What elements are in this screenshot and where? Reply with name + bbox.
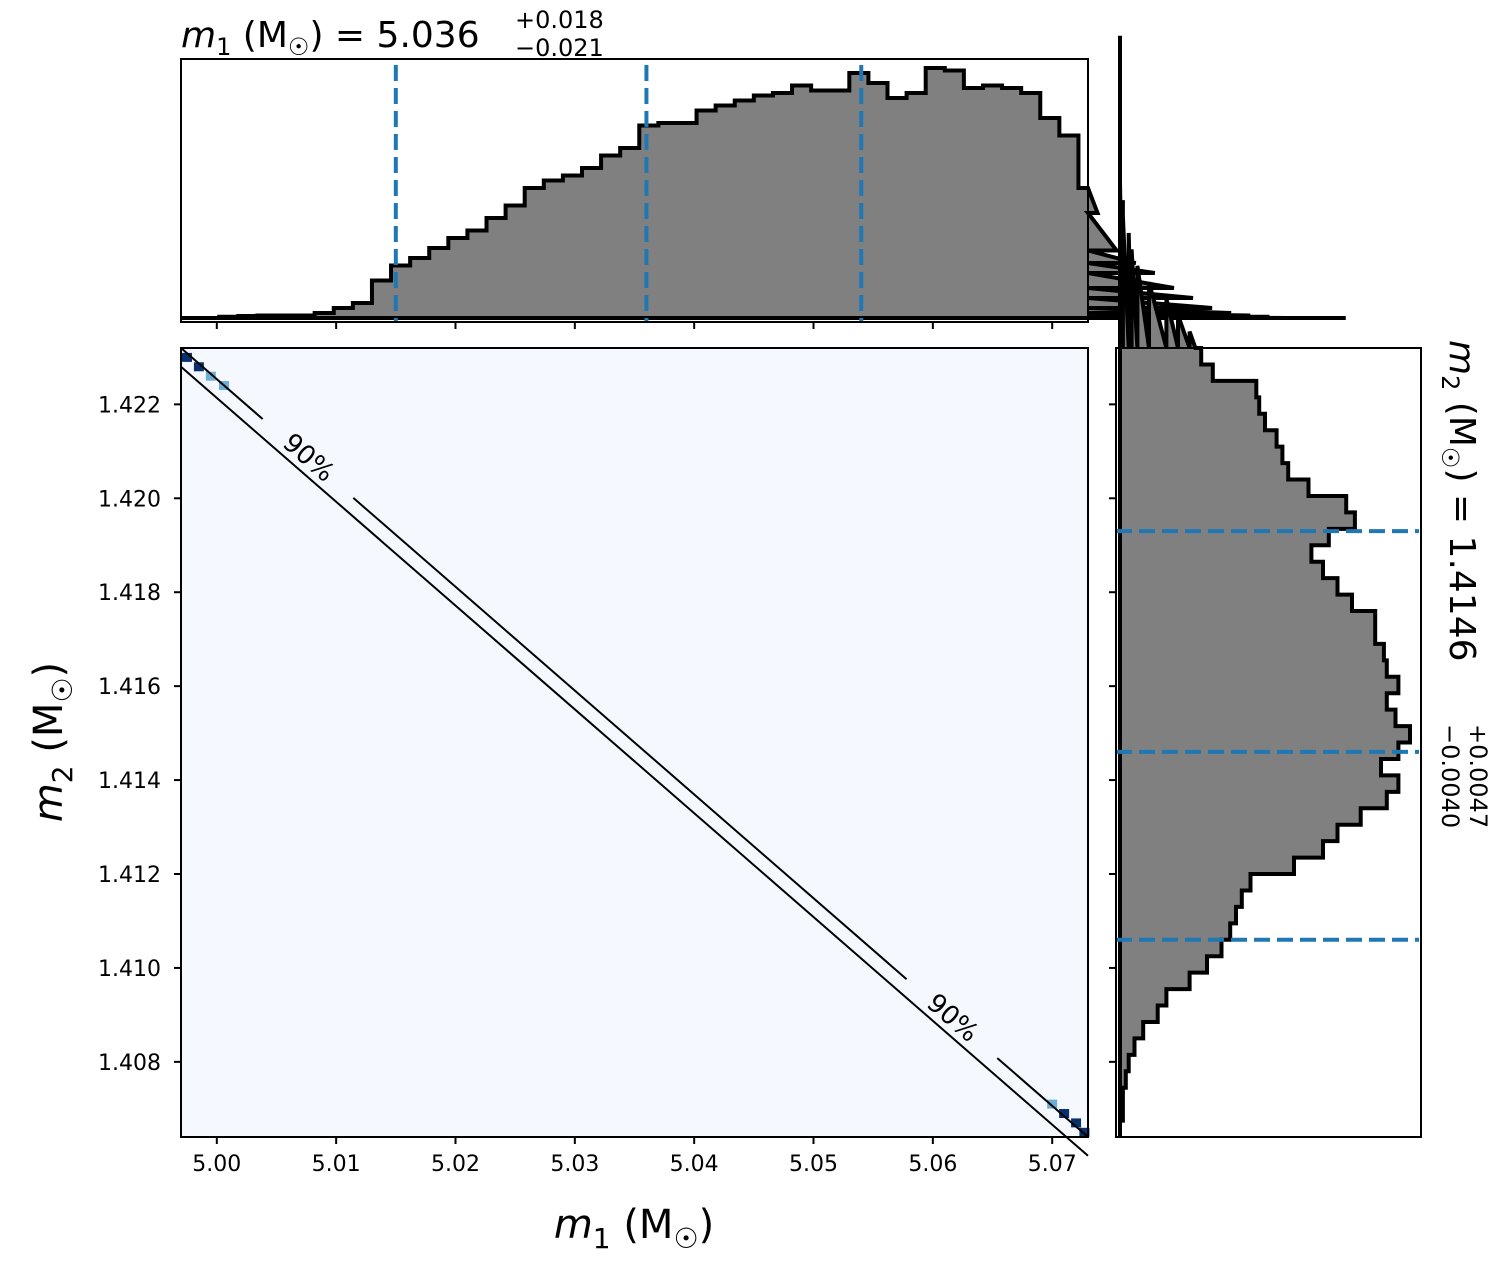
y-label-unit-open: (M [26, 703, 72, 766]
x-axis-label: m1 (M☉) [554, 1202, 714, 1255]
contour-line-outer [352, 497, 908, 980]
ytick-label: 1.414 [98, 769, 161, 794]
xtick-label: 5.07 [1028, 1152, 1077, 1177]
xtick-label: 5.06 [908, 1152, 957, 1177]
right-marginal-panel: m2 (M☉) = 1.4146 +0.0047 −0.0040 [1109, 35, 1492, 1138]
joint-contours [180, 347, 1089, 1157]
top-title-subscript: 1 [216, 33, 231, 61]
density-cell [205, 371, 216, 381]
contour-line-inner [180, 366, 1089, 1157]
x-label-unit-open: (M [611, 1202, 674, 1248]
density-cell [181, 352, 192, 362]
contour-line-outer [996, 1057, 1089, 1138]
top-marginal-xticks [215, 322, 1054, 329]
ytick-label: 1.410 [98, 957, 161, 982]
density-cell [1071, 1118, 1082, 1128]
ytick-label: 1.422 [98, 393, 161, 418]
contour-line-outer [180, 347, 264, 420]
x-label-unit-symbol: ☉ [673, 1222, 698, 1255]
top-title-symbol: m [181, 15, 216, 56]
top-title-minus: −0.021 [515, 34, 604, 62]
xtick-label: 5.05 [789, 1152, 838, 1177]
ytick-label: 1.418 [98, 581, 161, 606]
ytick-label: 1.420 [98, 487, 161, 512]
ytick-label: 1.412 [98, 863, 161, 888]
y-label-unit-close: ) [26, 662, 72, 678]
joint-yticks: 1.408 1.410 1.412 1.414 1.416 1.418 1.420 1.422 [98, 393, 181, 1076]
xtick-label: 5.00 [192, 1152, 241, 1177]
joint-xticks: 5.00 5.01 5.02 5.03 5.04 5.05 5.06 5.07 [192, 1137, 1077, 1177]
density-cell [1059, 1109, 1070, 1119]
right-title-subscript: 2 [1436, 375, 1464, 390]
right-title-plus: +0.0047 [1464, 724, 1492, 828]
density-cell [1047, 1099, 1058, 1109]
xtick-label: 5.01 [312, 1152, 361, 1177]
density-cell [193, 362, 204, 372]
top-title-unit-symbol: ☉ [288, 33, 310, 61]
right-marginal-border [1115, 347, 1422, 1138]
svg-text:m2 (M☉) = 1.4146: m2 (M☉) = 1.4146 [1436, 340, 1482, 662]
right-title-unit-symbol: ☉ [1436, 447, 1464, 469]
ytick-label: 1.416 [98, 675, 161, 700]
top-marginal-title: m1 (M☉) = 5.036 [181, 15, 480, 61]
top-marginal-panel: m1 (M☉) = 5.036 +0.018 −0.021 [180, 6, 1346, 329]
y-label-subscript: 2 [46, 765, 79, 783]
xtick-label: 5.02 [431, 1152, 480, 1177]
y-label-symbol: m [26, 783, 72, 822]
top-marginal-border [180, 58, 1089, 323]
x-label-symbol: m [554, 1202, 593, 1248]
right-marginal-title: m2 (M☉) = 1.4146 +0.0047 −0.0040 [1436, 340, 1492, 828]
top-title-value: ) = 5.036 [309, 15, 479, 56]
y-label-unit-symbol: ☉ [46, 677, 79, 702]
top-title-plus: +0.018 [515, 6, 604, 34]
ytick-label: 1.408 [98, 1051, 161, 1076]
xtick-label: 5.04 [670, 1152, 719, 1177]
y-axis-label: m2 (M☉) [26, 662, 79, 822]
density-cell [1079, 1127, 1090, 1137]
x-label-unit-close: ) [699, 1202, 715, 1248]
joint-panel: 90%90% 5.00 5.01 5.02 5.03 5.04 5.05 5.06 5.07 … [26, 347, 1090, 1255]
top-title-unit-open: (M [231, 15, 288, 56]
x-label-subscript: 1 [593, 1222, 611, 1255]
joint-border [180, 347, 1089, 1138]
right-title-unit-open: (M [1441, 390, 1482, 447]
right-title-minus: −0.0040 [1436, 724, 1464, 828]
top-histogram-bars [181, 66, 1346, 320]
xtick-label: 5.03 [550, 1152, 599, 1177]
right-marginal-yticks [1109, 403, 1116, 1063]
right-title-value: ) = 1.4146 [1441, 468, 1482, 661]
top-quantile-lines [393, 65, 864, 322]
right-quantile-lines [1116, 529, 1419, 942]
right-title-symbol: m [1441, 340, 1482, 375]
top-histogram [181, 66, 1346, 320]
